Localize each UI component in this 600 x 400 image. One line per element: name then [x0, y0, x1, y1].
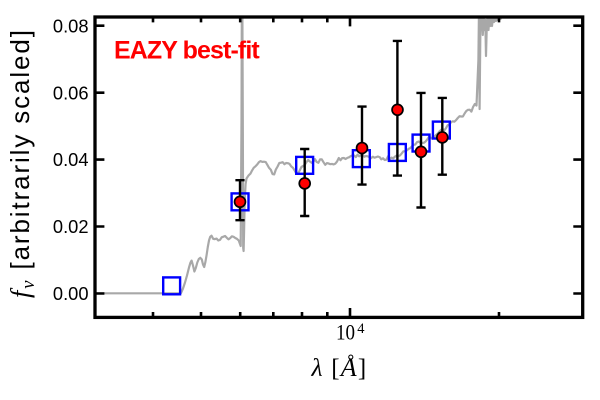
svg-text:0.02: 0.02 [53, 216, 89, 237]
svg-text:0.00: 0.00 [53, 283, 89, 304]
svg-text:10: 10 [336, 319, 355, 344]
svg-text:0.08: 0.08 [53, 15, 89, 36]
svg-text:0.06: 0.06 [53, 82, 89, 103]
svg-text:λ [Å]: λ [Å] [311, 353, 368, 382]
svg-text:0.04: 0.04 [53, 149, 89, 170]
svg-text:4: 4 [357, 321, 365, 337]
svg-text:EAZY best-fit: EAZY best-fit [114, 37, 260, 65]
